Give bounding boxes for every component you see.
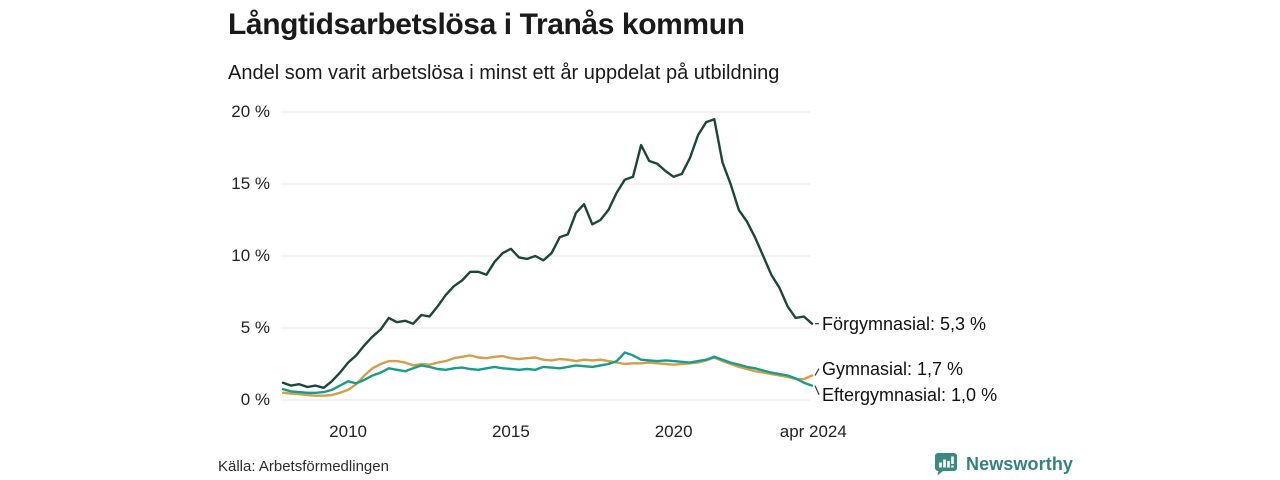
series-line-gymnasial (281, 354, 814, 397)
series-end-label-gymnasial: Gymnasial: 1,7 % (822, 358, 964, 379)
newsworthy-brand: Newsworthy (933, 451, 1073, 477)
x-axis-tick-2010: 2010 (329, 422, 367, 441)
label-connector-gymnasial (814, 368, 820, 376)
x-axis-tick-2015: 2015 (491, 422, 530, 441)
y-axis-tick-0: 0 % (240, 390, 270, 409)
newsworthy-wordmark: Newsworthy (966, 453, 1074, 474)
series-end-label-forgymnasial: Förgymnasial: 5,3 % (822, 313, 987, 334)
newsworthy-speech-bubble-bar-chart-icon (933, 451, 959, 477)
chart-subtitle: Andel som varit arbetslösa i minst ett å… (228, 62, 780, 84)
chart-title: Långtidsarbetslösa i Tranås kommun (228, 8, 745, 41)
series-line-eftergymnasial (281, 351, 814, 394)
source-note: Källa: Arbetsförmedlingen (218, 458, 389, 475)
series-end-label-eftergymnasial: Eftergymnasial: 1,0 % (822, 384, 998, 405)
x-axis-tick-2020: 2020 (654, 422, 693, 441)
y-axis-tick-10: 10 % (231, 246, 270, 265)
series-line-förgymnasial (281, 117, 814, 389)
x-axis-tick-apr-2024: apr 2024 (779, 422, 847, 441)
y-axis-tick-20: 20 % (231, 102, 270, 121)
label-connector-eftergymnasial (814, 385, 820, 395)
y-axis-tick-5: 5 % (240, 318, 270, 337)
y-axis-tick-15: 15 % (231, 174, 270, 193)
